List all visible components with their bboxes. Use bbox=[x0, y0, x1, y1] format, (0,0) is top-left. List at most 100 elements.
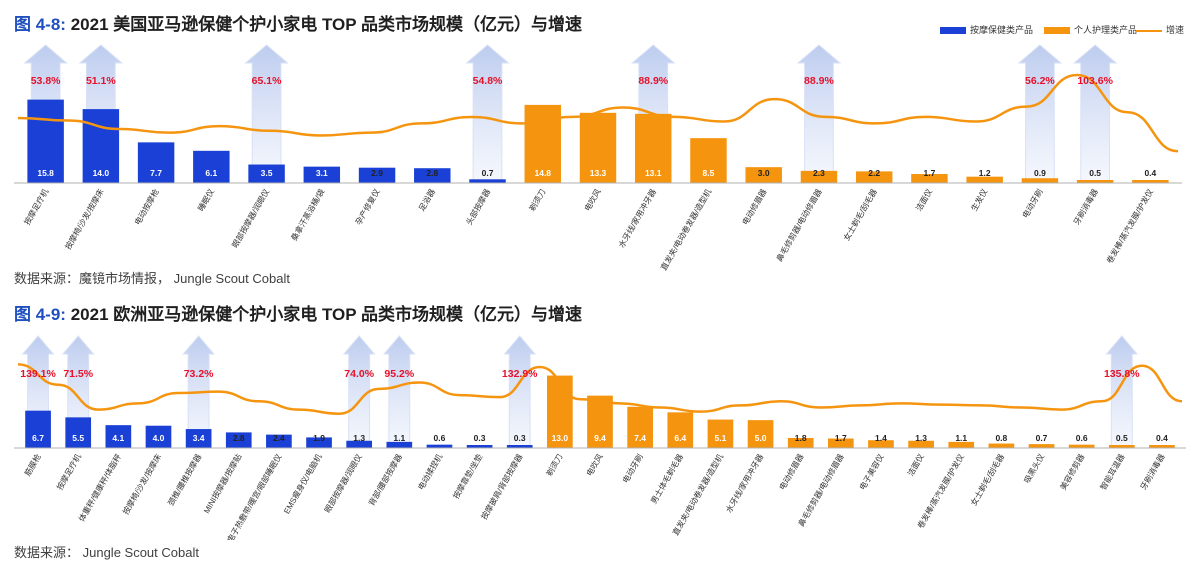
bar-value-label: 2.8 bbox=[233, 433, 245, 443]
growth-arrow bbox=[796, 44, 842, 184]
bar bbox=[469, 179, 506, 183]
chart2-plot: 6.7 5.5 4.1 4.0 3.4 2.8 2.4 1.9 1.3 1.1 0.6 0.3 0.3 1… bbox=[14, 335, 1186, 540]
bar-value-label: 1.2 bbox=[979, 168, 991, 178]
category-tick-label: 智能耳温器 bbox=[1098, 452, 1127, 492]
legend-swatch-blue bbox=[940, 27, 966, 35]
bar-value-label: 0.6 bbox=[1076, 433, 1088, 443]
bar bbox=[855, 171, 893, 183]
growth-arrow bbox=[465, 44, 510, 184]
category-tick-label: 头部按摩器 bbox=[464, 187, 493, 227]
bar bbox=[266, 434, 292, 448]
bar bbox=[966, 176, 1003, 183]
bar-value-label: 8.5 bbox=[703, 168, 715, 178]
bar-value-label: 0.5 bbox=[1116, 433, 1128, 443]
bar bbox=[635, 113, 672, 183]
bar-value-label: 2.4 bbox=[273, 433, 285, 443]
bar bbox=[911, 174, 948, 183]
growth-label: 51.1% bbox=[86, 75, 116, 87]
category-tick-label: 直发夹/电动卷发器/造型机 bbox=[658, 187, 713, 272]
category-tick-label: 女士剃毛/刮毛器 bbox=[841, 187, 879, 242]
bar-value-label: 0.3 bbox=[474, 433, 486, 443]
growth-label: 135.8% bbox=[1104, 368, 1140, 380]
bar-value-label: 1.3 bbox=[353, 433, 365, 443]
bar bbox=[800, 170, 838, 183]
bar-value-label: 7.4 bbox=[634, 433, 646, 443]
legend-label-massage: 按摩保健类产品 bbox=[970, 25, 1034, 35]
chart1-title-prefix: 图 4-8: bbox=[14, 15, 66, 34]
bar bbox=[386, 441, 413, 448]
bar bbox=[185, 429, 212, 448]
legend-label-care: 个人护理类产品 bbox=[1074, 25, 1138, 35]
bar bbox=[908, 440, 934, 448]
category-tick-label: 睡眠仪 bbox=[196, 188, 216, 213]
bar bbox=[745, 167, 782, 183]
bar bbox=[1028, 444, 1055, 448]
category-tick-label: 男士体毛剃毛器 bbox=[648, 452, 685, 505]
category-tick-label: EMS瘦身仪/电脑机 bbox=[281, 452, 323, 516]
chart2-title-text: 2021 欧洲亚马逊保健个护小家电 TOP 品类市场规模（亿元）与增速 bbox=[70, 305, 583, 324]
bar-value-label: 5.0 bbox=[755, 433, 767, 443]
bar-value-label: 3.1 bbox=[316, 168, 328, 178]
category-tick-label: 卷发棒/蒸汽发膜/护发仪 bbox=[915, 452, 966, 530]
category-tick-label: 生发仪 bbox=[969, 187, 990, 213]
category-tick-label: 足浴器 bbox=[416, 187, 437, 213]
category-tick-label: 电吹风 bbox=[582, 187, 603, 213]
bar-value-label: 0.6 bbox=[434, 433, 446, 443]
bar bbox=[1108, 445, 1135, 448]
growth-label: 54.8% bbox=[473, 75, 503, 87]
bar bbox=[303, 166, 341, 183]
bar-value-label: 0.7 bbox=[482, 168, 494, 178]
bar bbox=[707, 419, 734, 448]
bar-value-label: 0.5 bbox=[1089, 168, 1101, 178]
bar-value-label: 1.8 bbox=[795, 433, 807, 443]
growth-line bbox=[17, 73, 1179, 153]
category-tick-label: 按摩椅/沙发/按摩床 bbox=[120, 452, 163, 516]
growth-label: 103.6% bbox=[1077, 75, 1113, 87]
category-tick-label: 按摩足疗机 bbox=[22, 187, 51, 227]
bar bbox=[1068, 444, 1095, 448]
growth-arrow bbox=[1105, 335, 1139, 449]
bar-value-label: 4.0 bbox=[153, 433, 165, 443]
bar bbox=[1021, 178, 1059, 183]
category-tick-label: 牙刷消毒器 bbox=[1138, 452, 1167, 492]
bar-value-label: 1.4 bbox=[875, 433, 887, 443]
bar-value-label: 2.2 bbox=[868, 168, 880, 178]
bar-value-label: 0.4 bbox=[1144, 168, 1156, 178]
bar-value-label: 0.9 bbox=[1034, 168, 1046, 178]
bar bbox=[193, 150, 230, 183]
bar bbox=[82, 109, 120, 183]
category-tick-label: 按摩披肩/背部按摩器 bbox=[479, 452, 525, 521]
category-tick-label: 电动牙刷 bbox=[1020, 187, 1045, 220]
bar bbox=[358, 167, 396, 183]
growth-label: 88.9% bbox=[638, 75, 668, 87]
bar bbox=[25, 410, 51, 448]
category-tick-label: 洁面仪 bbox=[914, 187, 935, 213]
chart2-source: 数据来源： Jungle Scout Cobalt bbox=[14, 545, 199, 560]
bar-value-label: 0.8 bbox=[995, 433, 1007, 443]
category-tick-label: MINI按摩器/按摩贴 bbox=[201, 452, 243, 515]
category-tick-label: 鼻毛修剪器/电动修眉器 bbox=[796, 452, 846, 528]
bar-value-label: 2.9 bbox=[371, 168, 383, 178]
bar bbox=[426, 444, 453, 448]
category-tick-label: 电动修眉器 bbox=[740, 187, 769, 227]
category-tick-label: 眼部按摩器/润眼仪 bbox=[322, 452, 364, 514]
bar-value-label: 6.7 bbox=[32, 433, 44, 443]
category-tick-label: 鼻毛修剪器/电动修眉器 bbox=[774, 187, 824, 263]
category-tick-label: 背部/腰部按摩器 bbox=[366, 452, 404, 507]
category-tick-label: 电动牙刷 bbox=[620, 452, 645, 485]
category-tick-label: 按摩靠垫/坐垫 bbox=[451, 452, 485, 501]
category-tick-label: 剃须刀 bbox=[527, 187, 548, 213]
growth-label: 132.9% bbox=[502, 368, 538, 380]
bar-value-label: 0.4 bbox=[1156, 433, 1168, 443]
bar bbox=[466, 445, 493, 448]
bar bbox=[1132, 180, 1169, 183]
category-tick-label: 洁面仪 bbox=[905, 452, 926, 478]
bar-value-label: 1.7 bbox=[835, 433, 847, 443]
chart2-title-prefix: 图 4-9: bbox=[14, 305, 66, 324]
growth-arrow bbox=[244, 44, 289, 184]
bar bbox=[1076, 180, 1114, 183]
bar-value-label: 5.1 bbox=[714, 433, 726, 443]
category-tick-label: 美容修剪器 bbox=[1058, 452, 1087, 492]
growth-label: 73.2% bbox=[184, 368, 214, 380]
growth-label: 139.1% bbox=[20, 368, 56, 380]
